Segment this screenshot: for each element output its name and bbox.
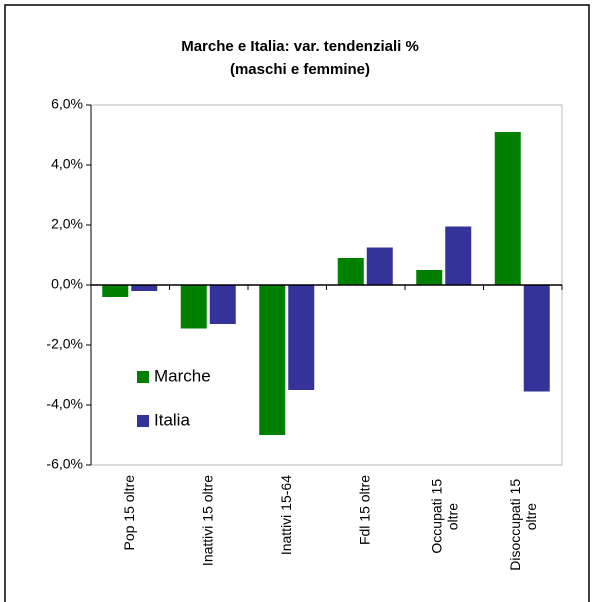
legend-swatch xyxy=(137,371,149,383)
x-tick-label: Disoccupati 15 oltre xyxy=(506,475,538,571)
chart-title: (maschi e femmine) xyxy=(230,61,370,78)
bar xyxy=(366,247,393,285)
bar xyxy=(445,226,472,285)
y-tick-label: 4,0% xyxy=(51,156,83,172)
x-tick-label: Inattivi 15 oltre xyxy=(199,475,215,566)
bar xyxy=(209,285,236,324)
x-tick-label: Pop 15 oltre xyxy=(121,475,137,551)
y-tick-label: 0,0% xyxy=(51,276,83,292)
bar xyxy=(416,270,443,285)
bar xyxy=(337,258,364,285)
x-tick-label-line: oltre xyxy=(444,503,460,530)
bar xyxy=(131,285,158,291)
bar xyxy=(180,285,207,329)
bar xyxy=(102,285,129,297)
x-tick-label-line: Occupati 15 xyxy=(428,475,444,554)
x-tick-label: Inattivi 15-64 xyxy=(278,475,294,555)
x-tick-label-line: oltre xyxy=(522,503,538,530)
chart-title: Marche e Italia: var. tendenziali % xyxy=(181,38,419,55)
y-tick-label: -2,0% xyxy=(46,336,83,352)
x-tick-label: Occupati 15 oltre xyxy=(428,475,460,554)
legend-label: Italia xyxy=(154,410,190,429)
bar xyxy=(523,285,550,392)
x-tick-label: Fdl 15 oltre xyxy=(356,475,372,545)
bar xyxy=(494,132,521,285)
legend-swatch xyxy=(137,415,149,427)
bar xyxy=(288,285,315,390)
x-tick-label-line: Disoccupati 15 xyxy=(506,475,522,571)
bar xyxy=(259,285,286,435)
y-tick-label: 2,0% xyxy=(51,216,83,232)
y-tick-label: 6,0% xyxy=(51,96,83,112)
y-tick-label: -4,0% xyxy=(46,396,83,412)
legend-label: Marche xyxy=(154,366,211,385)
y-tick-label: -6,0% xyxy=(46,456,83,472)
